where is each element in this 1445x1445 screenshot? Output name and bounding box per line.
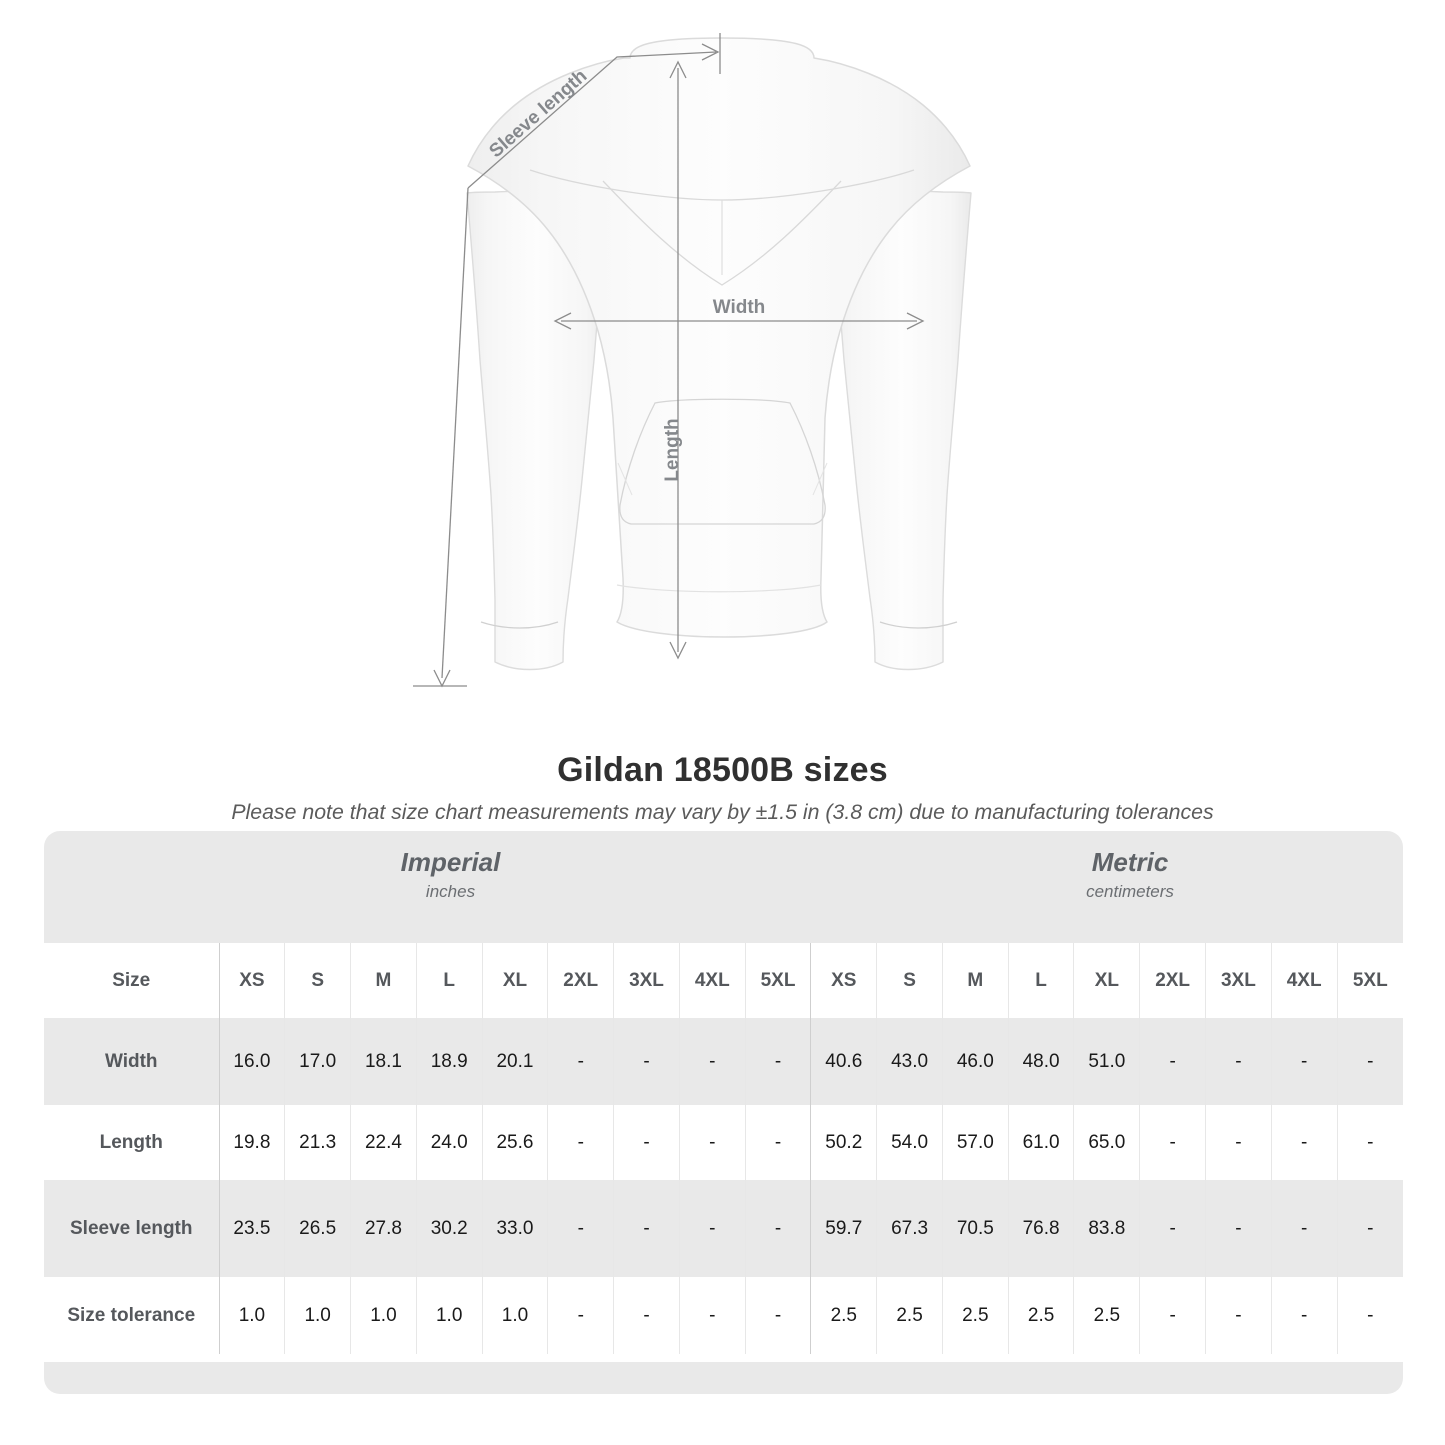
svg-text:Length: Length: [662, 418, 683, 481]
svg-text:Width: Width: [713, 297, 766, 318]
